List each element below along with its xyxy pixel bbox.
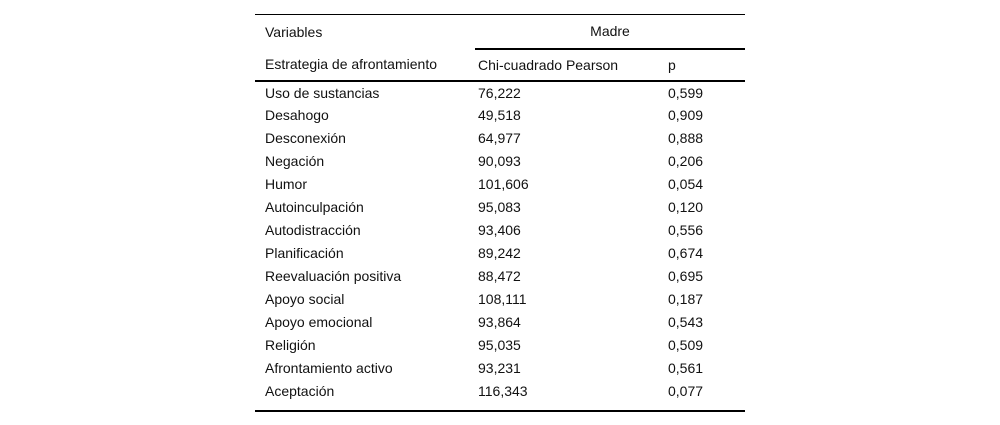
chi-cuadrado-pearson-header: Chi-cuadrado Pearson [478, 56, 619, 73]
strategy-cell: Afrontamiento activo [265, 360, 393, 376]
strategy-cell: Apoyo social [265, 291, 345, 307]
table-body: Uso de sustancias 76,222 0,599 Desahogo … [255, 81, 745, 411]
chi-square-cell: 93,406 [478, 222, 521, 238]
table-row: Autoinculpación 95,083 0,120 [255, 196, 745, 219]
table-row: Afrontamiento activo 93,231 0,561 [255, 357, 745, 380]
strategy-cell: Religión [265, 337, 316, 353]
chi-square-cell: 49,518 [478, 107, 521, 123]
p-value-cell: 0,888 [668, 130, 704, 146]
p-value-cell: 0,120 [668, 199, 704, 215]
column-header-row: Estrategia de afrontamiento Chi-cuadrado… [255, 49, 745, 81]
strategy-cell: Planificación [265, 245, 344, 261]
p-value-cell: 0,599 [668, 84, 704, 101]
chi-square-cell: 93,864 [478, 314, 521, 330]
table-row: Humor 101,606 0,054 [255, 173, 745, 196]
p-value-cell: 0,909 [668, 107, 704, 123]
table-row: Uso de sustancias 76,222 0,599 [255, 81, 745, 104]
table-row: Religión 95,035 0,509 [255, 334, 745, 357]
strategy-cell: Negación [265, 153, 325, 169]
table-header: Variables Madre Estrategia de afrontamie… [255, 14, 745, 81]
p-value-cell: 0,077 [668, 383, 704, 399]
table-row: Planificación 89,242 0,674 [255, 242, 745, 265]
coping-strategies-statistics-table: Variables Madre Estrategia de afrontamie… [255, 14, 745, 412]
chi-square-cell: 90,093 [478, 153, 521, 169]
table-row: Aceptación 116,343 0,077 [255, 380, 745, 403]
chi-square-cell: 95,083 [478, 199, 521, 215]
table-row: Autodistracción 93,406 0,556 [255, 219, 745, 242]
strategy-cell: Apoyo emocional [265, 314, 373, 330]
strategy-cell: Humor [265, 176, 308, 192]
table-bottom-spacer [255, 403, 745, 411]
table-row: Reevaluación positiva 88,472 0,695 [255, 265, 745, 288]
chi-square-cell: 76,222 [478, 84, 521, 101]
group-header-row: Variables Madre [255, 14, 745, 50]
p-value-cell: 0,187 [668, 291, 704, 307]
p-value-cell: 0,509 [668, 337, 704, 353]
p-value-cell: 0,695 [668, 268, 704, 284]
strategy-cell: Uso de sustancias [265, 84, 380, 101]
strategy-cell: Reevaluación positiva [265, 268, 402, 284]
chi-square-cell: 108,111 [478, 291, 527, 307]
chi-square-cell: 116,343 [478, 383, 528, 399]
chi-square-cell: 101,606 [478, 176, 529, 192]
strategy-cell: Desconexión [265, 130, 346, 146]
table-row: Negación 90,093 0,206 [255, 150, 745, 173]
p-value-cell: 0,561 [668, 360, 704, 376]
p-value-cell: 0,674 [668, 245, 704, 261]
p-value-header: p [668, 56, 676, 73]
estrategia-afrontamiento-header: Estrategia de afrontamiento [265, 56, 437, 72]
chi-square-cell: 89,242 [478, 245, 521, 261]
table-row: Desconexión 64,977 0,888 [255, 127, 745, 150]
spacer-cell [255, 403, 745, 411]
table-row: Apoyo social 108,111 0,187 [255, 288, 745, 311]
chi-square-cell: 64,977 [478, 130, 521, 146]
strategy-cell: Desahogo [265, 107, 329, 123]
p-value-cell: 0,556 [668, 222, 704, 238]
p-value-cell: 0,054 [668, 176, 704, 192]
madre-group-header: Madre [475, 14, 745, 50]
chi-square-cell: 88,472 [478, 268, 521, 284]
strategy-cell: Autodistracción [265, 222, 361, 238]
p-value-cell: 0,206 [668, 153, 704, 169]
chi-square-cell: 93,231 [478, 360, 521, 376]
p-value-cell: 0,543 [668, 314, 704, 330]
variables-header: Variables [265, 23, 323, 40]
table-row: Apoyo emocional 93,864 0,543 [255, 311, 745, 334]
strategy-cell: Aceptación [265, 383, 335, 399]
table-row: Desahogo 49,518 0,909 [255, 104, 745, 127]
chi-square-cell: 95,035 [478, 337, 521, 353]
strategy-cell: Autoinculpación [265, 199, 364, 215]
